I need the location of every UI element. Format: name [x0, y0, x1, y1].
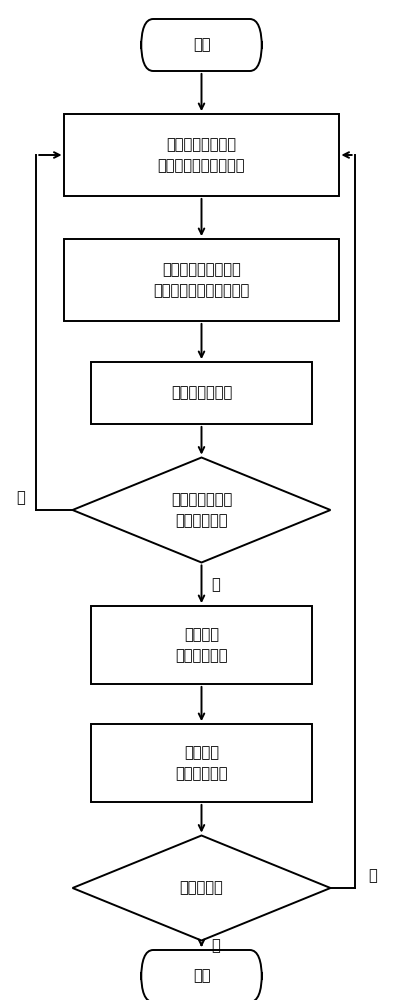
Polygon shape	[73, 836, 330, 940]
Text: 是: 是	[211, 938, 220, 953]
Bar	[91, 724, 312, 802]
Text: 是否识断为恶性
是否存在结节: 是否识断为恶性 是否存在结节	[171, 492, 232, 528]
Bar	[91, 606, 312, 684]
Text: 终止识别？: 终止识别？	[180, 880, 223, 896]
Bar	[64, 114, 339, 196]
Text: 匹配模板与图像: 匹配模板与图像	[171, 385, 232, 400]
Text: 读取待识别甲状腺
超声图像及其标注信息: 读取待识别甲状腺 超声图像及其标注信息	[158, 137, 245, 173]
Bar	[91, 362, 312, 424]
Text: 识别结节
初始轮廓曲线: 识别结节 初始轮廓曲线	[175, 627, 228, 663]
FancyBboxPatch shape	[141, 19, 262, 71]
Text: 是: 是	[211, 577, 220, 592]
Text: 图像分割
完成结节定位: 图像分割 完成结节定位	[175, 745, 228, 781]
Text: 结束: 结束	[193, 968, 210, 984]
Text: 否: 否	[368, 868, 377, 884]
Bar	[64, 239, 339, 321]
Text: 否: 否	[16, 490, 25, 506]
FancyBboxPatch shape	[141, 950, 262, 1000]
Polygon shape	[73, 458, 330, 562]
Text: 开始: 开始	[193, 37, 210, 52]
Text: 标注信息输入参数化
良性甲状腺蝶形曲面模板: 标注信息输入参数化 良性甲状腺蝶形曲面模板	[154, 262, 249, 298]
